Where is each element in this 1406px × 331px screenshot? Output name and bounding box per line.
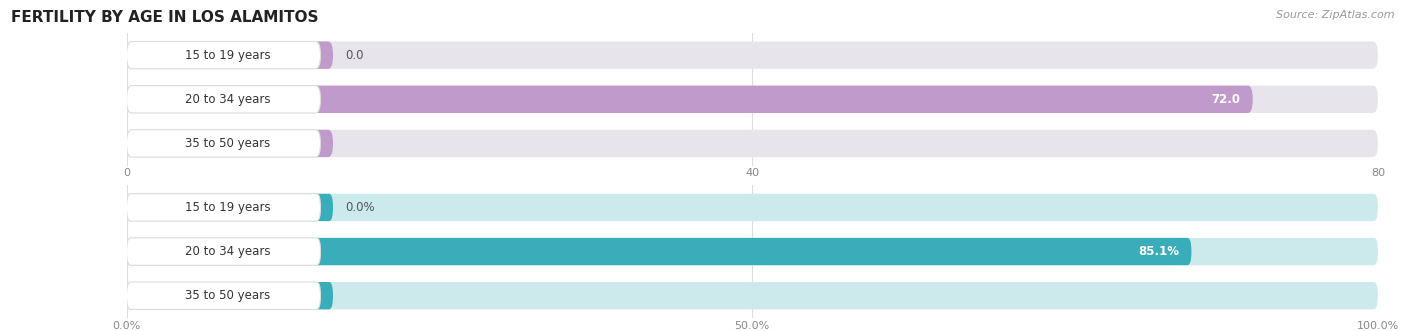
FancyBboxPatch shape — [127, 194, 333, 221]
Text: 20 to 34 years: 20 to 34 years — [184, 93, 270, 106]
FancyBboxPatch shape — [127, 130, 333, 157]
FancyBboxPatch shape — [127, 282, 321, 309]
Text: 35 to 50 years: 35 to 50 years — [184, 289, 270, 302]
FancyBboxPatch shape — [127, 86, 1378, 113]
FancyBboxPatch shape — [127, 238, 1378, 265]
FancyBboxPatch shape — [127, 282, 333, 309]
Text: 15.0%: 15.0% — [280, 289, 321, 302]
FancyBboxPatch shape — [127, 194, 1378, 221]
FancyBboxPatch shape — [127, 41, 1378, 69]
FancyBboxPatch shape — [127, 238, 321, 265]
Text: 0.0: 0.0 — [346, 49, 364, 62]
Text: 13.0: 13.0 — [291, 137, 321, 150]
FancyBboxPatch shape — [127, 130, 1378, 157]
Text: 15 to 19 years: 15 to 19 years — [184, 201, 270, 214]
Text: 15 to 19 years: 15 to 19 years — [184, 49, 270, 62]
FancyBboxPatch shape — [127, 130, 321, 157]
Text: Source: ZipAtlas.com: Source: ZipAtlas.com — [1277, 10, 1395, 20]
FancyBboxPatch shape — [127, 282, 1378, 309]
FancyBboxPatch shape — [127, 194, 321, 221]
Text: 20 to 34 years: 20 to 34 years — [184, 245, 270, 258]
Text: 72.0: 72.0 — [1211, 93, 1240, 106]
FancyBboxPatch shape — [127, 41, 333, 69]
Text: 85.1%: 85.1% — [1137, 245, 1178, 258]
FancyBboxPatch shape — [127, 86, 321, 113]
Text: FERTILITY BY AGE IN LOS ALAMITOS: FERTILITY BY AGE IN LOS ALAMITOS — [11, 10, 319, 25]
FancyBboxPatch shape — [127, 41, 321, 69]
FancyBboxPatch shape — [127, 238, 1191, 265]
Text: 0.0%: 0.0% — [346, 201, 375, 214]
Text: 35 to 50 years: 35 to 50 years — [184, 137, 270, 150]
FancyBboxPatch shape — [127, 86, 1253, 113]
